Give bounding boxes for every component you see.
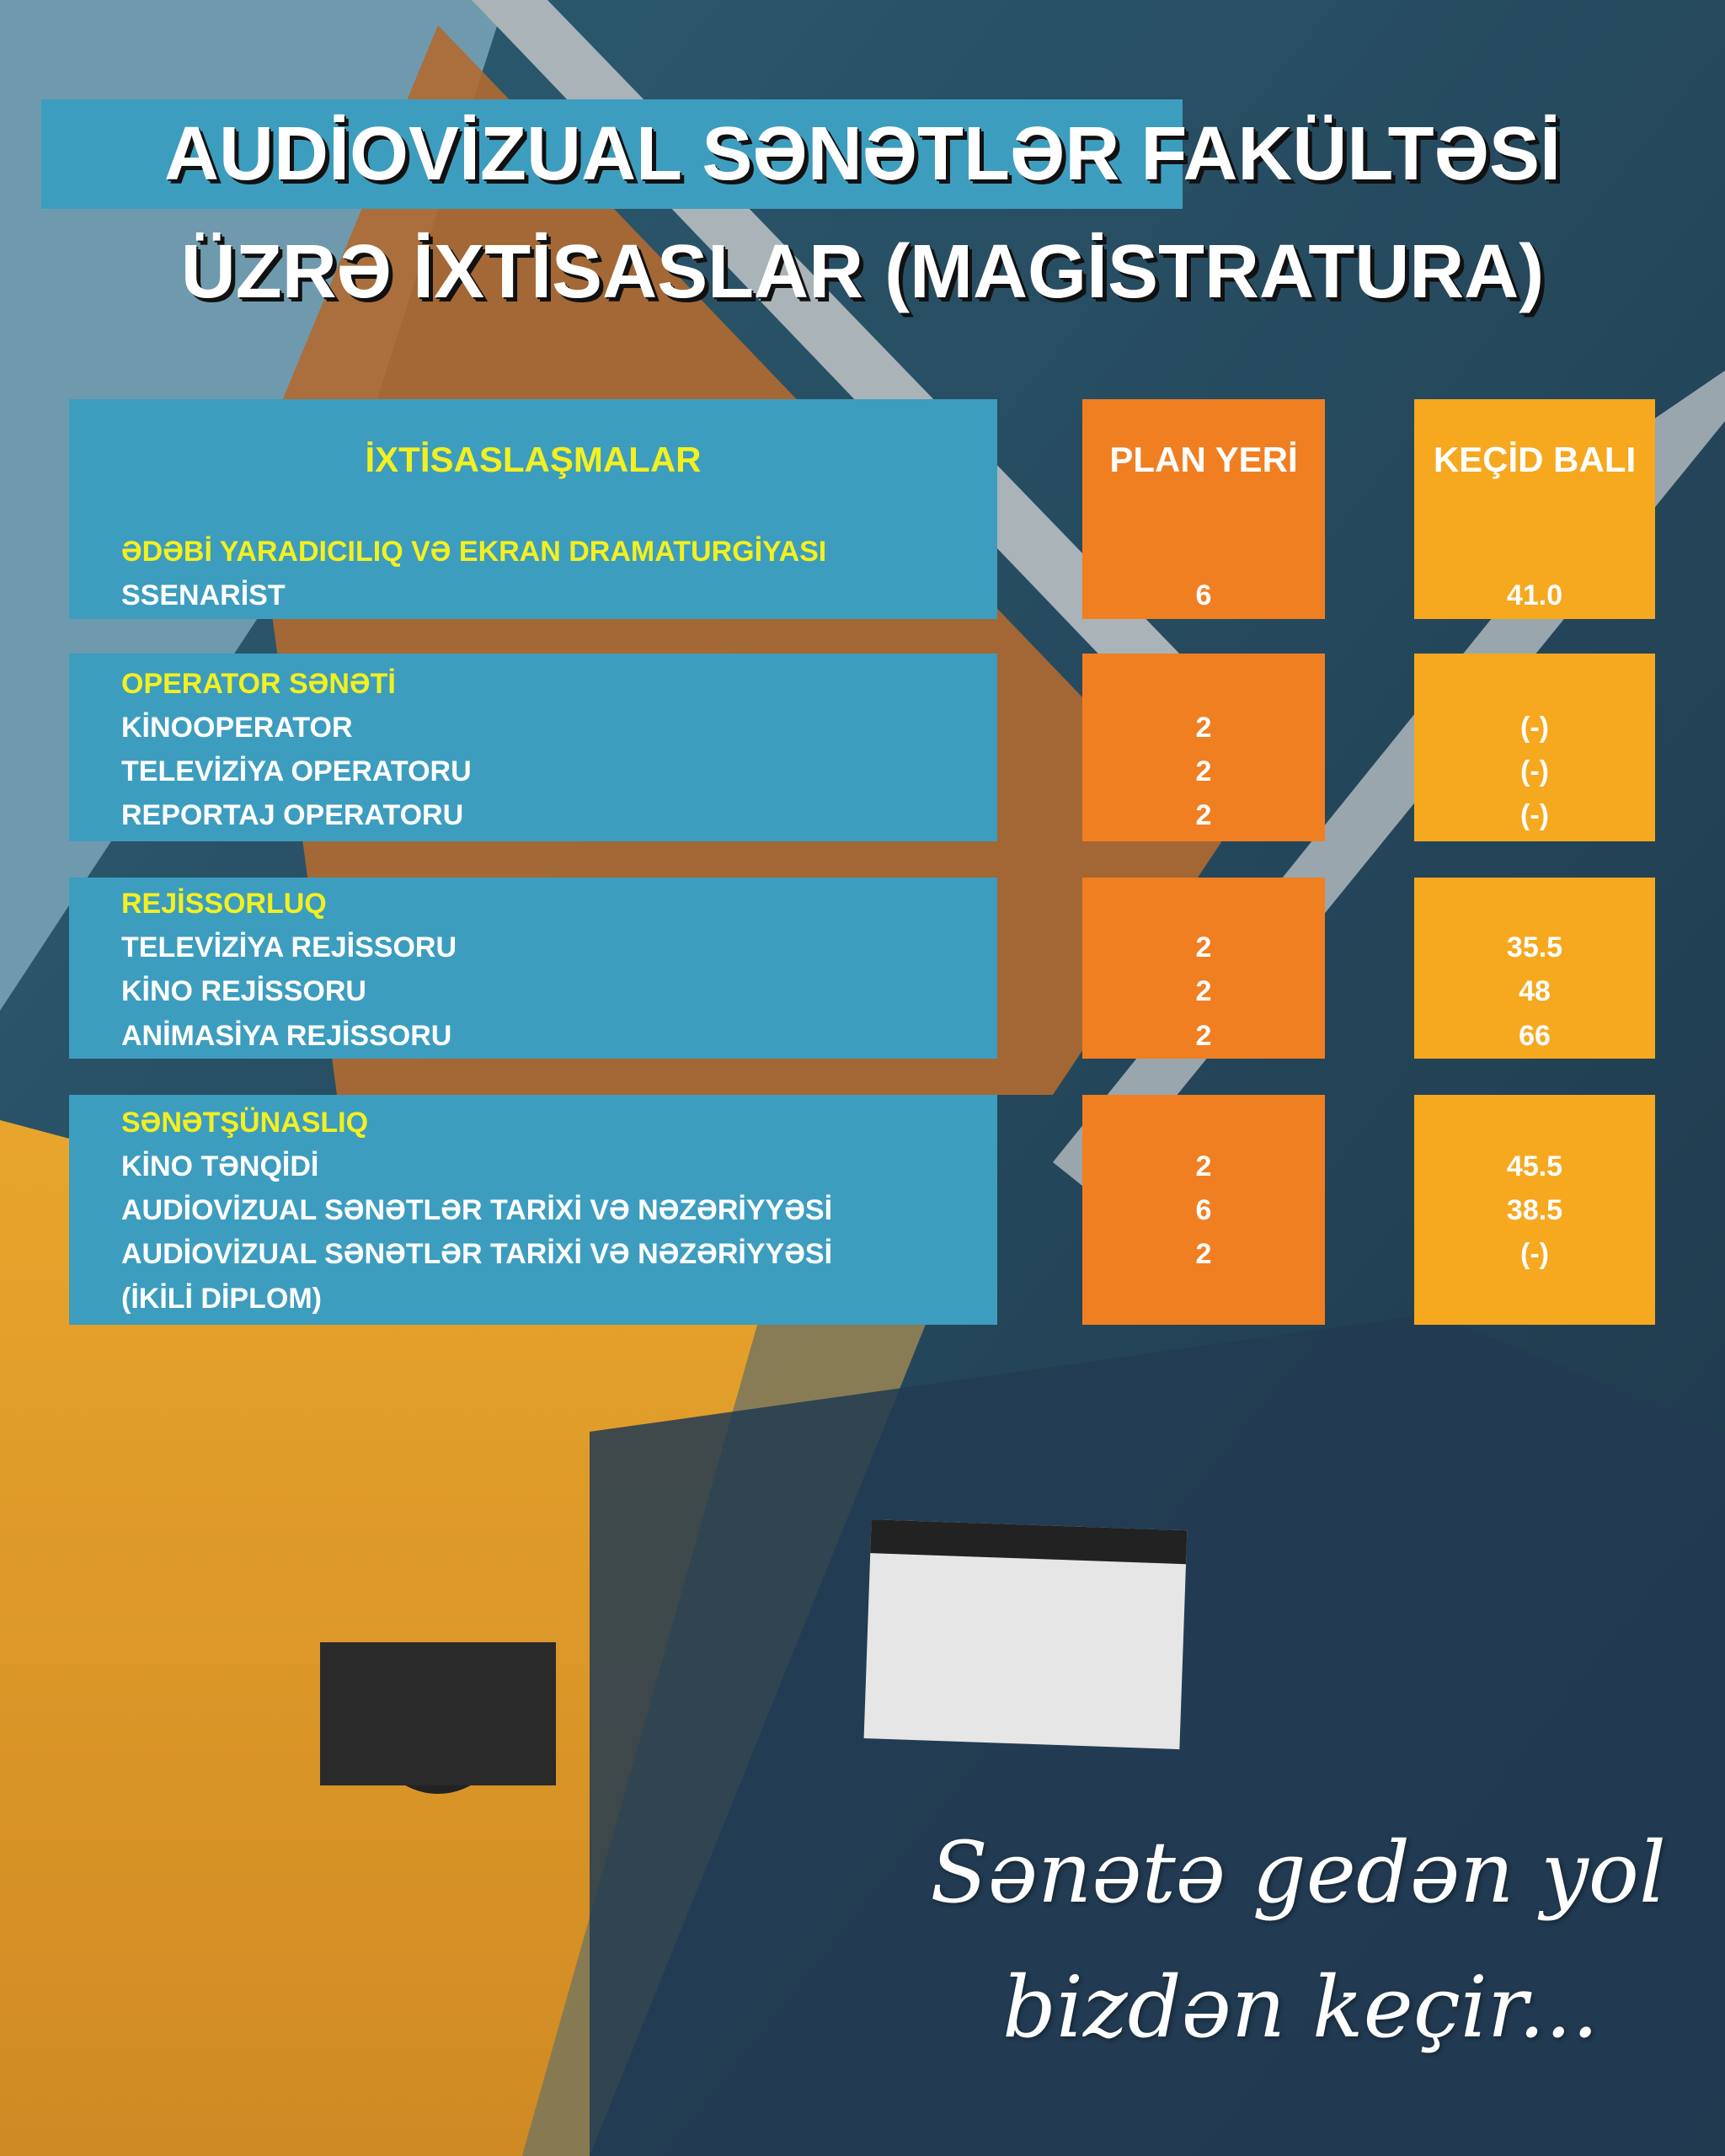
group-4-score-panel (1414, 1095, 1655, 1325)
header-specialization: İXTİSASLAŞMALAR (365, 440, 702, 479)
slogan-line-2: bizdən keçir... (1001, 1958, 1599, 2057)
group-title: ƏDƏBİ YARADICILIQ VƏ EKRAN DRAMATURGİYAS… (121, 536, 827, 568)
row-score: 35.5 (1506, 931, 1563, 963)
row-label: AUDİOVİZUAL SƏNƏTLƏR TARİXİ VƏ NƏZƏRİYYƏ… (121, 1194, 833, 1226)
title-line-1: AUDİOVİZUAL SƏNƏTLƏR FAKÜLTƏSİ (0, 99, 1725, 209)
title-line-2: ÜZRƏ İXTİSASLAR (MAGİSTRATURA) (180, 230, 1545, 314)
group-2-score-panel (1414, 654, 1655, 841)
group-1-panel (69, 399, 997, 619)
group-title: REJİSSORLUQ (121, 888, 327, 920)
header-plan: PLAN YERİ (1109, 440, 1298, 479)
row-label: REPORTAJ OPERATORU (121, 799, 464, 831)
row-score: (-) (1520, 712, 1549, 744)
group-4-plan-panel (1082, 1095, 1325, 1325)
title-highlight (41, 99, 1183, 209)
group-title: SƏNƏTŞÜNASLIQ (121, 1107, 369, 1139)
row-label: KİNOOPERATOR (121, 712, 353, 744)
row-score: 48 (1519, 975, 1551, 1007)
row-label-continued: (İKİLİ DİPLOM) (121, 1283, 322, 1315)
group-3-panel (69, 878, 997, 1059)
row-score: 38.5 (1506, 1194, 1563, 1226)
group-2-panel (69, 654, 997, 841)
slogan-line-1: Sənətə gedən yol (930, 1823, 1666, 1922)
row-plan: 6 (1195, 1194, 1212, 1226)
group-3-plan-panel (1082, 878, 1325, 1059)
row-score: 45.5 (1506, 1150, 1563, 1182)
row-label: AUDİOVİZUAL SƏNƏTLƏR TARİXİ VƏ NƏZƏRİYYƏ… (121, 1238, 833, 1270)
row-plan: 6 (1195, 579, 1212, 611)
title-rest-text: FAKÜLTƏSİ (1140, 112, 1562, 196)
group-2-plan-panel (1082, 654, 1325, 841)
row-plan: 2 (1195, 1150, 1212, 1182)
row-score: 41.0 (1506, 579, 1563, 611)
row-plan: 2 (1195, 799, 1212, 831)
group-1-plan-panel (1082, 399, 1325, 619)
row-score: (-) (1520, 1238, 1549, 1270)
row-plan: 2 (1195, 1020, 1212, 1052)
row-label: KİNO REJİSSORU (121, 975, 366, 1007)
row-score: 66 (1519, 1020, 1551, 1052)
group-4-panel (69, 1095, 997, 1325)
row-score: (-) (1520, 755, 1549, 787)
row-plan: 2 (1195, 755, 1212, 787)
row-plan: 2 (1195, 712, 1212, 744)
row-label: SSENARİST (121, 579, 286, 611)
row-label: TELEVİZİYA REJİSSORU (121, 931, 457, 963)
row-score: (-) (1520, 799, 1549, 831)
row-plan: 2 (1195, 975, 1212, 1007)
group-1-score-panel (1414, 399, 1655, 619)
row-plan: 2 (1195, 1238, 1212, 1270)
header-score: KEÇİD BALI (1433, 440, 1637, 479)
row-label: TELEVİZİYA OPERATORU (121, 755, 472, 787)
row-plan: 2 (1195, 931, 1212, 963)
group-title: OPERATOR SƏNƏTİ (121, 668, 396, 700)
row-label: KİNO TƏNQİDİ (121, 1150, 319, 1182)
row-label: ANİMASİYA REJİSSORU (121, 1020, 452, 1052)
group-3-score-panel (1414, 878, 1655, 1059)
title-highlighted-text: AUDİOVİZUAL SƏNƏTLƏR (163, 112, 1120, 196)
